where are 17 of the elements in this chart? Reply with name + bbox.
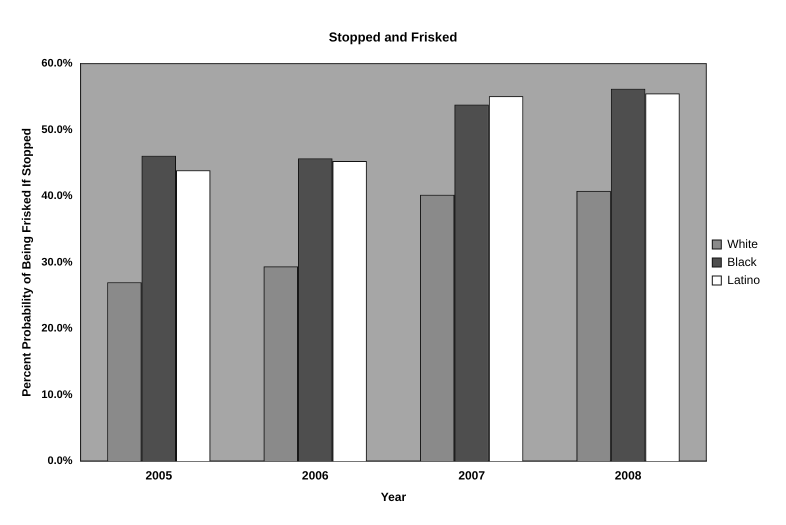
y-tick-label: 60.0% bbox=[41, 58, 73, 70]
x-tick-label: 2008 bbox=[614, 468, 642, 483]
y-axis-title: Percent Probability of Being Frisked If Stopped bbox=[20, 128, 34, 397]
x-tick-label: 2006 bbox=[302, 468, 329, 483]
x-axis-title: Year bbox=[380, 490, 406, 504]
x-tick-label: 2005 bbox=[145, 468, 172, 483]
y-tick-label: 40.0% bbox=[41, 190, 73, 202]
legend-label: White bbox=[727, 236, 758, 251]
y-tick-label: 50.0% bbox=[41, 124, 73, 136]
legend-label: Black bbox=[727, 254, 758, 269]
x-tick-label: 2007 bbox=[458, 468, 486, 483]
legend-label: Latino bbox=[727, 272, 760, 287]
y-tick-label: 20.0% bbox=[41, 322, 73, 335]
y-tick-label: 10.0% bbox=[41, 388, 73, 401]
chart-title: Stopped and Frisked bbox=[328, 29, 458, 44]
y-tick-label: 0.0% bbox=[48, 455, 73, 468]
y-tick-label: 30.0% bbox=[41, 256, 73, 268]
